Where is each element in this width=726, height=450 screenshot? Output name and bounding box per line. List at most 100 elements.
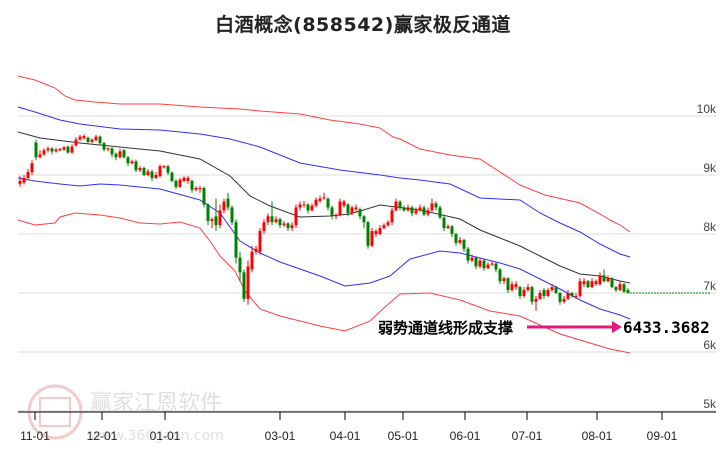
y-tick-label: 5k <box>703 397 717 411</box>
candle-body <box>394 201 398 211</box>
candle-body <box>482 260 486 269</box>
candle-body <box>198 187 202 189</box>
x-tick-label: 01-01 <box>150 429 181 443</box>
candle-body <box>398 201 402 208</box>
candle-body <box>306 204 310 211</box>
candle-body <box>94 136 98 141</box>
candle-body <box>486 264 490 269</box>
candle-body <box>382 225 386 229</box>
candle-body <box>558 293 562 302</box>
lower-inner-band-line <box>17 177 631 320</box>
support-annotation: 弱势通道线形成支撑 6433.3682 <box>378 318 710 337</box>
candle-body <box>446 226 450 229</box>
candle-body <box>58 149 62 151</box>
candle-body <box>118 151 122 158</box>
candle-body <box>154 175 158 178</box>
candle-body <box>338 201 342 216</box>
candle-body <box>78 136 82 140</box>
channel-bands <box>17 75 710 354</box>
candle-body <box>514 284 518 288</box>
candle-body <box>286 223 290 229</box>
candle-body <box>50 148 54 152</box>
candle-body <box>90 139 94 142</box>
candle-body <box>30 163 34 173</box>
candle-body <box>298 204 302 208</box>
x-tick-label: 07-01 <box>512 429 543 443</box>
candle-body <box>490 263 494 265</box>
y-tick-label: 7k <box>703 279 717 293</box>
candle-body <box>166 166 170 173</box>
candle-body <box>342 201 346 206</box>
candle-body <box>134 161 138 171</box>
candle-body <box>218 210 222 226</box>
candle-body <box>566 293 570 299</box>
candle-body <box>170 172 174 181</box>
watermark: 赢家江恩软件 www.360gann.com <box>27 384 224 444</box>
candle-body <box>606 278 610 282</box>
candle-body <box>174 180 178 187</box>
candle-body <box>158 166 162 177</box>
candle-body <box>346 204 350 214</box>
candle-body <box>454 234 458 243</box>
candle-body <box>126 157 130 164</box>
candle-body <box>502 278 506 282</box>
candle-body <box>562 298 566 302</box>
candle-body <box>374 231 378 234</box>
candle-body <box>542 290 546 296</box>
y-tick-label: 8k <box>703 220 717 234</box>
chart-title: 白酒概念(858542)赢家极反通道 <box>215 14 511 36</box>
candle-body <box>354 207 358 210</box>
candle-body <box>318 198 322 201</box>
candle-body <box>62 147 66 150</box>
arrow-head-icon <box>612 321 622 333</box>
candle-body <box>358 209 362 217</box>
candle-body <box>226 198 230 208</box>
candle-body <box>578 281 582 296</box>
candle-body <box>22 177 26 183</box>
candle-body <box>534 298 538 302</box>
candle-body <box>586 281 590 288</box>
y-tick-label: 10k <box>697 102 717 116</box>
candle-body <box>46 148 50 151</box>
annotation-label: 弱势通道线形成支撑 <box>378 319 513 337</box>
y-axis: 10k 9k 8k 7k 6k 5k <box>697 102 717 411</box>
candle-body <box>418 207 422 211</box>
candle-body <box>250 251 254 270</box>
candle-body <box>546 290 550 296</box>
candle-body <box>614 287 618 291</box>
candle-body <box>202 187 206 205</box>
candle-body <box>102 143 106 150</box>
candle-body <box>182 177 186 181</box>
candle-body <box>150 171 154 178</box>
candle-body <box>362 216 366 223</box>
lower-outer-band-line <box>17 212 631 354</box>
candle-body <box>66 146 70 153</box>
candle-body <box>422 207 426 215</box>
candle-body <box>42 150 46 155</box>
candle-body <box>530 287 534 302</box>
candle-body <box>334 215 338 217</box>
candle-body <box>570 293 574 296</box>
x-tick-label: 06-01 <box>450 429 481 443</box>
candle-body <box>510 284 514 291</box>
candle-body <box>402 207 406 211</box>
candle-body <box>594 281 598 285</box>
candle-body <box>274 219 278 223</box>
candle-body <box>462 239 466 249</box>
candle-body <box>378 228 382 234</box>
candle-body <box>270 216 274 223</box>
candle-body <box>114 153 118 158</box>
candle-body <box>70 146 74 153</box>
candle-body <box>246 266 250 299</box>
candle-body <box>186 177 190 181</box>
upper-outer-band-line <box>17 75 631 233</box>
candle-body <box>138 167 142 171</box>
candle-body <box>38 154 42 158</box>
candle-body <box>258 231 262 252</box>
x-tick-label: 11-01 <box>20 429 50 443</box>
candle-body <box>610 278 614 288</box>
candle-body <box>498 269 502 282</box>
candle-body <box>494 263 498 270</box>
candle-body <box>506 278 510 291</box>
candle-body <box>74 139 78 146</box>
